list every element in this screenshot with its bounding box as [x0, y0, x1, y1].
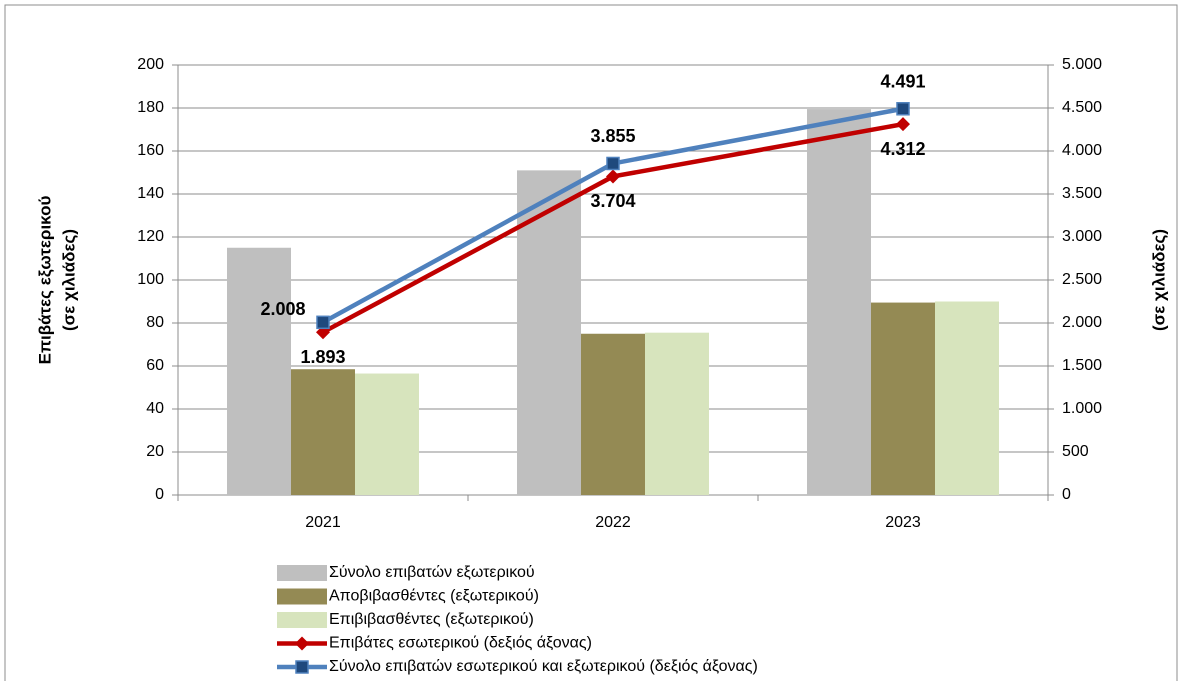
y2-tick-label: 3.000 — [1062, 228, 1102, 245]
line-marker — [295, 660, 309, 674]
legend-label: Σύνολο επιβατών εξωτερικού — [329, 564, 535, 581]
value-label: 3.704 — [590, 191, 635, 211]
y-tick-label: 80 — [146, 314, 164, 331]
legend-swatch — [277, 588, 327, 605]
bar — [291, 369, 355, 495]
bar — [807, 109, 871, 495]
y2-tick-label: 2.000 — [1062, 314, 1102, 331]
bar — [581, 333, 645, 495]
value-label: 1.893 — [300, 347, 345, 367]
y-tick-label: 60 — [146, 357, 164, 374]
line-marker — [896, 102, 910, 116]
y-axis-title: (σε χιλιάδες) — [59, 229, 78, 331]
y2-tick-label: 3.500 — [1062, 185, 1102, 202]
y2-tick-label: 4.000 — [1062, 142, 1102, 159]
y-tick-label: 0 — [155, 486, 164, 503]
y2-tick-label: 0 — [1062, 486, 1071, 503]
y-tick-label: 200 — [137, 56, 164, 73]
legend-label: Επιβάτες εσωτερικού (δεξιός άξονας) — [329, 635, 592, 652]
line-marker — [606, 156, 620, 171]
bar — [227, 247, 291, 495]
bar — [935, 301, 999, 495]
bar — [517, 170, 581, 495]
y2-tick-label: 1.500 — [1062, 357, 1102, 374]
legend-label: Σύνολο επιβατών εσωτερικού και εξωτερικο… — [329, 658, 758, 675]
value-label: 4.312 — [880, 139, 925, 159]
value-label: 3.855 — [590, 126, 635, 146]
y2-tick-label: 5.000 — [1062, 56, 1102, 73]
x-tick-label: 2021 — [305, 514, 341, 531]
y-tick-label: 180 — [137, 99, 164, 116]
y-tick-label: 160 — [137, 142, 164, 159]
x-tick-label: 2023 — [885, 514, 921, 531]
legend-label: Αποβιβασθέντες (εξωτερικού) — [329, 588, 539, 605]
line-marker — [896, 117, 910, 132]
y2-tick-label: 500 — [1062, 443, 1089, 460]
line-marker — [295, 636, 309, 651]
y2-tick-label: 4.500 — [1062, 99, 1102, 116]
value-label: 4.491 — [880, 72, 925, 92]
legend-swatch — [277, 612, 327, 628]
line-marker — [606, 169, 620, 184]
y-tick-label: 100 — [137, 271, 164, 288]
y-tick-label: 40 — [146, 400, 164, 417]
y-axis-title: Επιβάτες εξωτερικού — [35, 196, 54, 365]
value-label: 2.008 — [260, 299, 305, 319]
legend-label: Επιβιβασθέντες (εξωτερικού) — [329, 611, 534, 628]
y-tick-label: 20 — [146, 443, 164, 460]
y-tick-label: 140 — [137, 185, 164, 202]
x-tick-label: 2022 — [595, 514, 631, 531]
y2-axis-title: (σε χιλιάδες) — [1149, 229, 1168, 331]
y2-tick-label: 2.500 — [1062, 271, 1102, 288]
line-marker — [316, 315, 330, 330]
bar — [355, 373, 419, 495]
y-tick-label: 120 — [137, 228, 164, 245]
legend-swatch — [277, 565, 327, 581]
bar — [645, 332, 709, 495]
y2-tick-label: 1.000 — [1062, 400, 1102, 417]
bar — [871, 302, 935, 495]
